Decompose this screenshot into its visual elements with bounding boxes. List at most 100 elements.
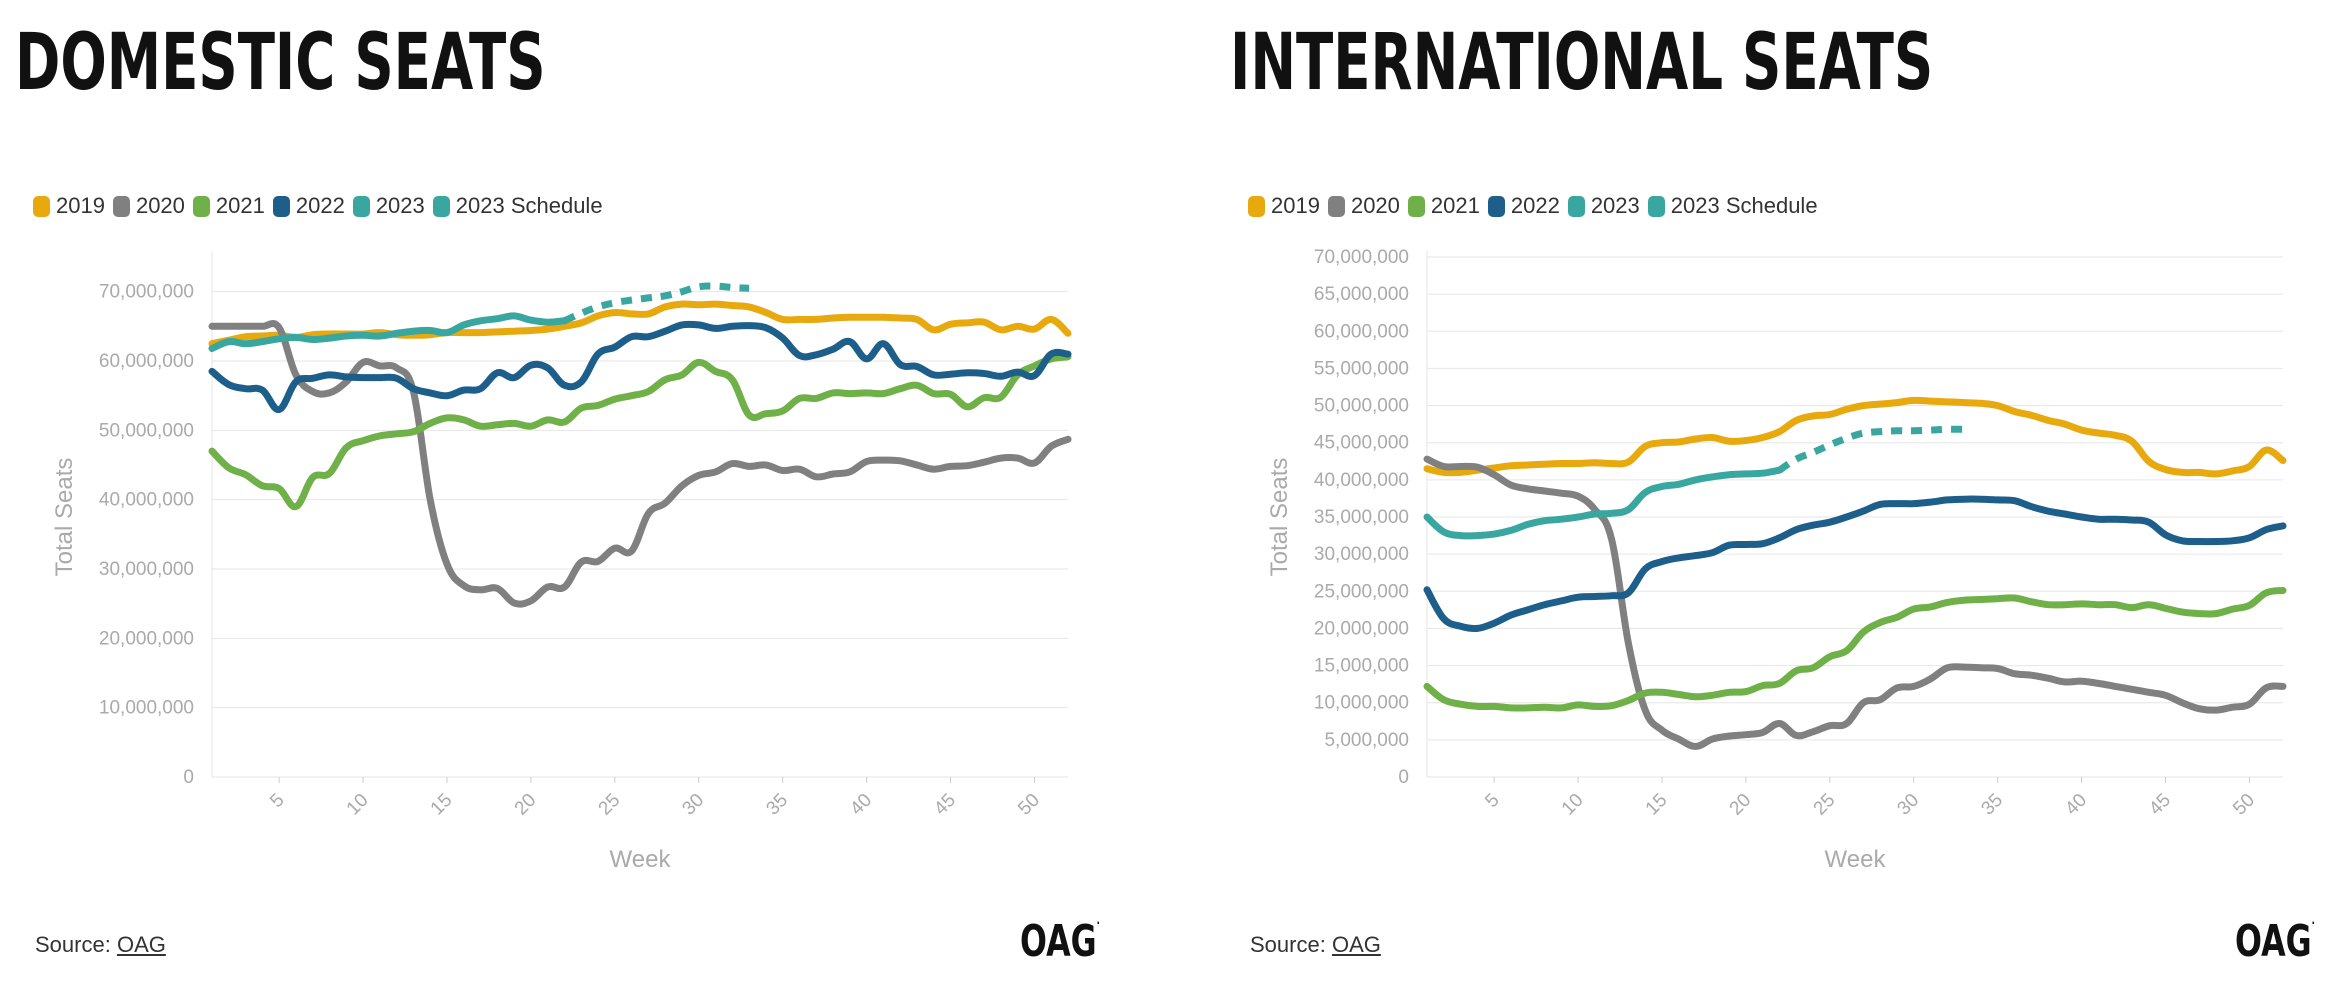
y-axis-title: Total Seats: [51, 458, 78, 577]
legend-item[interactable]: 2023 Schedule: [1647, 193, 1818, 219]
y-tick-label: 70,000,000: [1314, 247, 1409, 268]
x-axis-title: Week: [610, 846, 672, 873]
legend-item[interactable]: 2022: [1487, 193, 1560, 219]
logo-text: OAG: [1020, 916, 1097, 967]
series-line-2023: [1423, 466, 1783, 540]
x-tick-label: 25: [595, 790, 625, 820]
legend-item[interactable]: 2020: [112, 193, 185, 219]
legend-item[interactable]: 2020: [1327, 193, 1400, 219]
international-panel: INTERNATIONAL SEATS 2019 2020 2021 2022 2023…: [1215, 0, 2336, 1000]
legend-swatch: [1327, 195, 1345, 217]
y-tick-label: 65,000,000: [1314, 284, 1409, 305]
x-tick-label: 20: [1726, 790, 1756, 820]
series-line-2020: [208, 320, 1072, 608]
y-tick-label: 70,000,000: [99, 282, 194, 303]
series-line-2021: [208, 353, 1072, 511]
legend-label: 2020: [135, 193, 185, 218]
y-tick-label: 60,000,000: [1314, 321, 1409, 342]
legend-label: 2023: [375, 193, 425, 218]
y-tick-label: 5,000,000: [1324, 730, 1409, 751]
y-tick-label: 40,000,000: [1314, 470, 1409, 491]
x-tick-label: 10: [1558, 790, 1588, 820]
series-line-2019: [1423, 396, 2287, 478]
series-line-2023-schedule: [1777, 425, 1965, 474]
legend-swatch: [192, 195, 210, 217]
legend-item[interactable]: 2019: [33, 193, 105, 219]
x-tick-label: 30: [678, 790, 708, 820]
international-chart: 0 5,000,000 10,000,000 15,000,000 20,000,000…: [1266, 247, 2287, 873]
x-tick-label: 45: [930, 790, 960, 820]
legend-item[interactable]: 2023: [352, 193, 425, 219]
y-tick-label: 40,000,000: [99, 490, 194, 511]
domestic-title: DOMESTIC SEATS: [15, 18, 546, 108]
y-tick-label: 10,000,000: [1314, 693, 1409, 714]
x-tick-label: 50: [2229, 790, 2259, 820]
y-tick-label: 30,000,000: [1314, 544, 1409, 565]
x-tick-label: 25: [1810, 790, 1840, 820]
y-tick-label: 45,000,000: [1314, 433, 1409, 454]
legend-item[interactable]: 2021: [192, 193, 265, 219]
oag-logo: OAG·: [1020, 916, 1100, 967]
legend-swatch: [112, 195, 130, 217]
y-tick-label: 55,000,000: [1314, 358, 1409, 379]
y-tick-label: 10,000,000: [99, 698, 194, 719]
x-tick-label: 40: [2061, 790, 2091, 820]
legend-item[interactable]: 2019: [1248, 193, 1320, 219]
y-tick-label: 0: [183, 767, 194, 788]
y-tick-label: 35,000,000: [1314, 507, 1409, 528]
y-tick-label: 30,000,000: [99, 559, 194, 580]
legend-swatch: [432, 195, 450, 217]
legend-label: 2022: [295, 193, 345, 218]
legend-label: 2019: [1271, 193, 1320, 218]
y-axis-title: Total Seats: [1266, 458, 1293, 577]
legend-swatch: [1567, 195, 1585, 217]
legend-swatch: [272, 195, 290, 217]
legend-item[interactable]: 2023 Schedule: [432, 193, 603, 219]
x-tick-label: 30: [1893, 790, 1923, 820]
legend-swatch: [1248, 195, 1265, 217]
x-tick-label: 5: [1481, 790, 1503, 812]
legend-label: 2023: [1590, 193, 1640, 218]
source-link[interactable]: OAG: [116, 932, 166, 957]
legend-label: 2019: [56, 193, 105, 218]
domestic-source: Source: OAG: [35, 932, 166, 958]
series-line-2020: [1423, 455, 2287, 750]
oag-logo: OAG·: [2235, 916, 2315, 967]
source-label: Source:: [1250, 932, 1326, 957]
logo-mark: ·: [1096, 916, 1100, 930]
source-label: Source:: [35, 932, 111, 957]
source-link[interactable]: OAG: [1331, 932, 1381, 957]
legend-label: 2021: [215, 193, 265, 218]
y-tick-label: 15,000,000: [1314, 656, 1409, 677]
legend-item[interactable]: 2021: [1407, 193, 1480, 219]
legend-label: 2023 Schedule: [1670, 193, 1818, 218]
legend-swatch: [1407, 195, 1425, 217]
legend-item[interactable]: 2023: [1567, 193, 1640, 219]
x-tick-label: 35: [1977, 790, 2007, 820]
x-tick-label: 20: [511, 790, 541, 820]
x-tick-label: 5: [266, 790, 288, 812]
international-legend: 2019 2020 2021 2022 2023 2023 Schedule: [1248, 193, 1818, 219]
y-tick-label: 60,000,000: [99, 351, 194, 372]
domestic-panel: DOMESTIC SEATS 2019 2020 2021 2022 2023 2023 …: [15, 18, 1100, 967]
legend-swatch: [1487, 195, 1505, 217]
y-tick-label: 20,000,000: [99, 628, 194, 649]
legend-label: 2020: [1350, 193, 1400, 218]
domestic-chart: 0 10,000,000 20,000,000 30,000,000 40,000,00…: [51, 251, 1072, 873]
legend-label: 2022: [1510, 193, 1560, 218]
international-title: INTERNATIONAL SEATS: [1230, 18, 1934, 108]
series-line-2022: [1423, 495, 2287, 633]
international-source: Source: OAG: [1250, 932, 1381, 958]
legend-swatch: [1647, 195, 1665, 217]
legend-item[interactable]: 2022: [272, 193, 345, 219]
x-tick-label: 50: [1014, 790, 1044, 820]
logo-text: OAG: [2235, 916, 2312, 967]
logo-mark: ·: [2311, 916, 2315, 930]
legend-label: 2023 Schedule: [455, 193, 603, 218]
y-tick-label: 50,000,000: [99, 420, 194, 441]
legend-label: 2021: [1430, 193, 1480, 218]
series-line-2023: [208, 312, 568, 352]
y-tick-label: 0: [1398, 767, 1409, 788]
x-tick-label: 40: [846, 790, 876, 820]
x-tick-label: 35: [762, 790, 792, 820]
